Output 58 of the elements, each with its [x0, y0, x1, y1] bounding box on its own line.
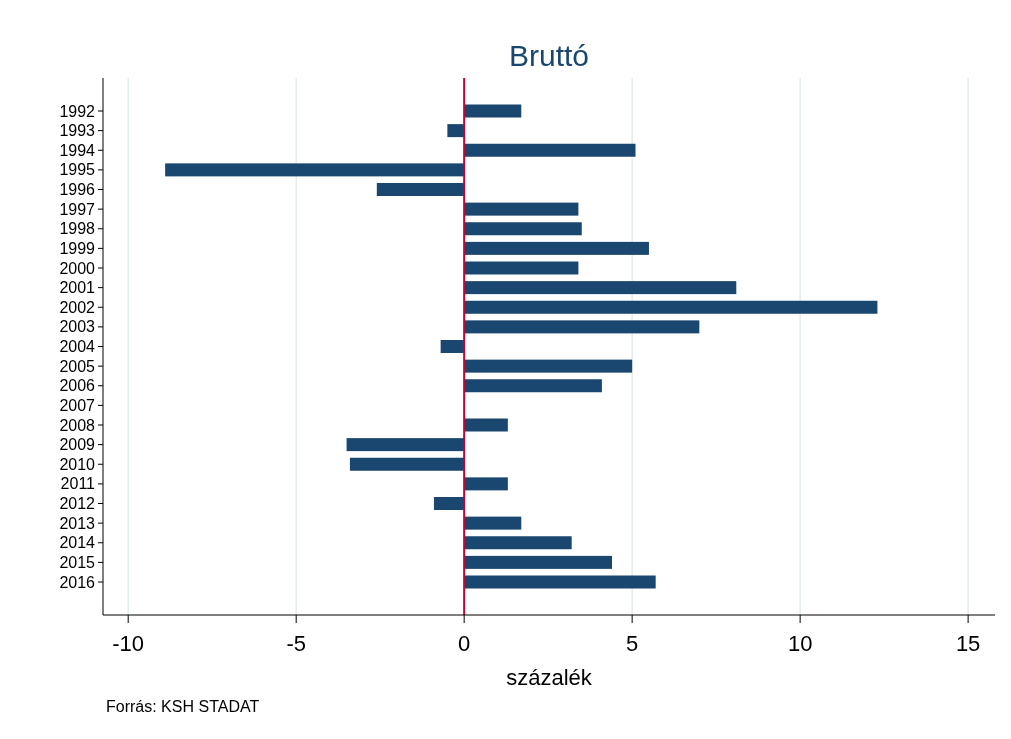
- bar: [165, 163, 465, 177]
- x-tick-label: 10: [787, 631, 813, 656]
- bar: [464, 300, 878, 314]
- y-tick-label: 2006: [59, 377, 96, 395]
- y-tick-label: 1998: [59, 220, 96, 238]
- bar: [376, 183, 465, 196]
- y-tick-label: 1996: [59, 181, 96, 199]
- y-tick-label: 1992: [59, 102, 96, 120]
- y-tick-label: 1999: [59, 239, 96, 257]
- y-tick-label: 2016: [59, 573, 96, 591]
- bar: [464, 575, 656, 589]
- y-tick-label: 2005: [59, 357, 96, 375]
- bar: [464, 320, 700, 334]
- y-tick-label: 2010: [59, 455, 96, 473]
- y-tick-label: 2004: [59, 338, 96, 356]
- bar: [464, 104, 522, 118]
- y-tick-label: 2002: [59, 298, 96, 316]
- x-axis-title: százalék: [506, 665, 593, 690]
- y-tick-label: 2009: [59, 436, 96, 454]
- bar: [433, 497, 465, 510]
- x-tick-label: -5: [286, 631, 306, 656]
- bar: [464, 477, 508, 491]
- bar: [464, 555, 612, 569]
- bar: [464, 143, 636, 157]
- bar: [447, 124, 465, 138]
- bar: [464, 222, 582, 236]
- bar: [464, 359, 633, 373]
- y-tick-label: 1994: [59, 141, 96, 159]
- y-tick-label: 2014: [59, 534, 96, 552]
- text: Forrás: KSH STADAT: [106, 698, 260, 715]
- y-tick-label: 2013: [59, 514, 96, 532]
- y-tick-label: 1995: [59, 161, 96, 179]
- x-tick-label: -10: [112, 631, 145, 656]
- bar: [464, 261, 579, 275]
- y-tick-label: 2007: [59, 396, 96, 414]
- y-tick-label: 2003: [59, 318, 96, 336]
- bar: [464, 379, 602, 393]
- bar: [349, 457, 465, 471]
- y-tick-label: 2012: [59, 495, 96, 513]
- bar: [464, 536, 572, 550]
- bar: [464, 241, 649, 255]
- bar: [464, 418, 508, 432]
- x-tick-label: 5: [626, 631, 639, 656]
- bar: [440, 340, 465, 353]
- y-tick-label: 2001: [59, 279, 96, 297]
- bar: [464, 281, 737, 295]
- x-tick-label: 0: [458, 631, 471, 656]
- x-tick-label: 15: [955, 631, 981, 656]
- y-tick-label: 2000: [59, 259, 96, 277]
- bar: [464, 202, 579, 216]
- y-tick-label: 2015: [59, 553, 96, 571]
- y-tick-label: 2011: [60, 475, 96, 493]
- y-tick-label: 1997: [59, 200, 96, 218]
- chart-title: Bruttó: [508, 39, 590, 72]
- y-tick-label: 2008: [59, 416, 96, 434]
- bar: [346, 438, 465, 452]
- y-tick-label: 1993: [59, 122, 96, 140]
- bar: [464, 516, 522, 530]
